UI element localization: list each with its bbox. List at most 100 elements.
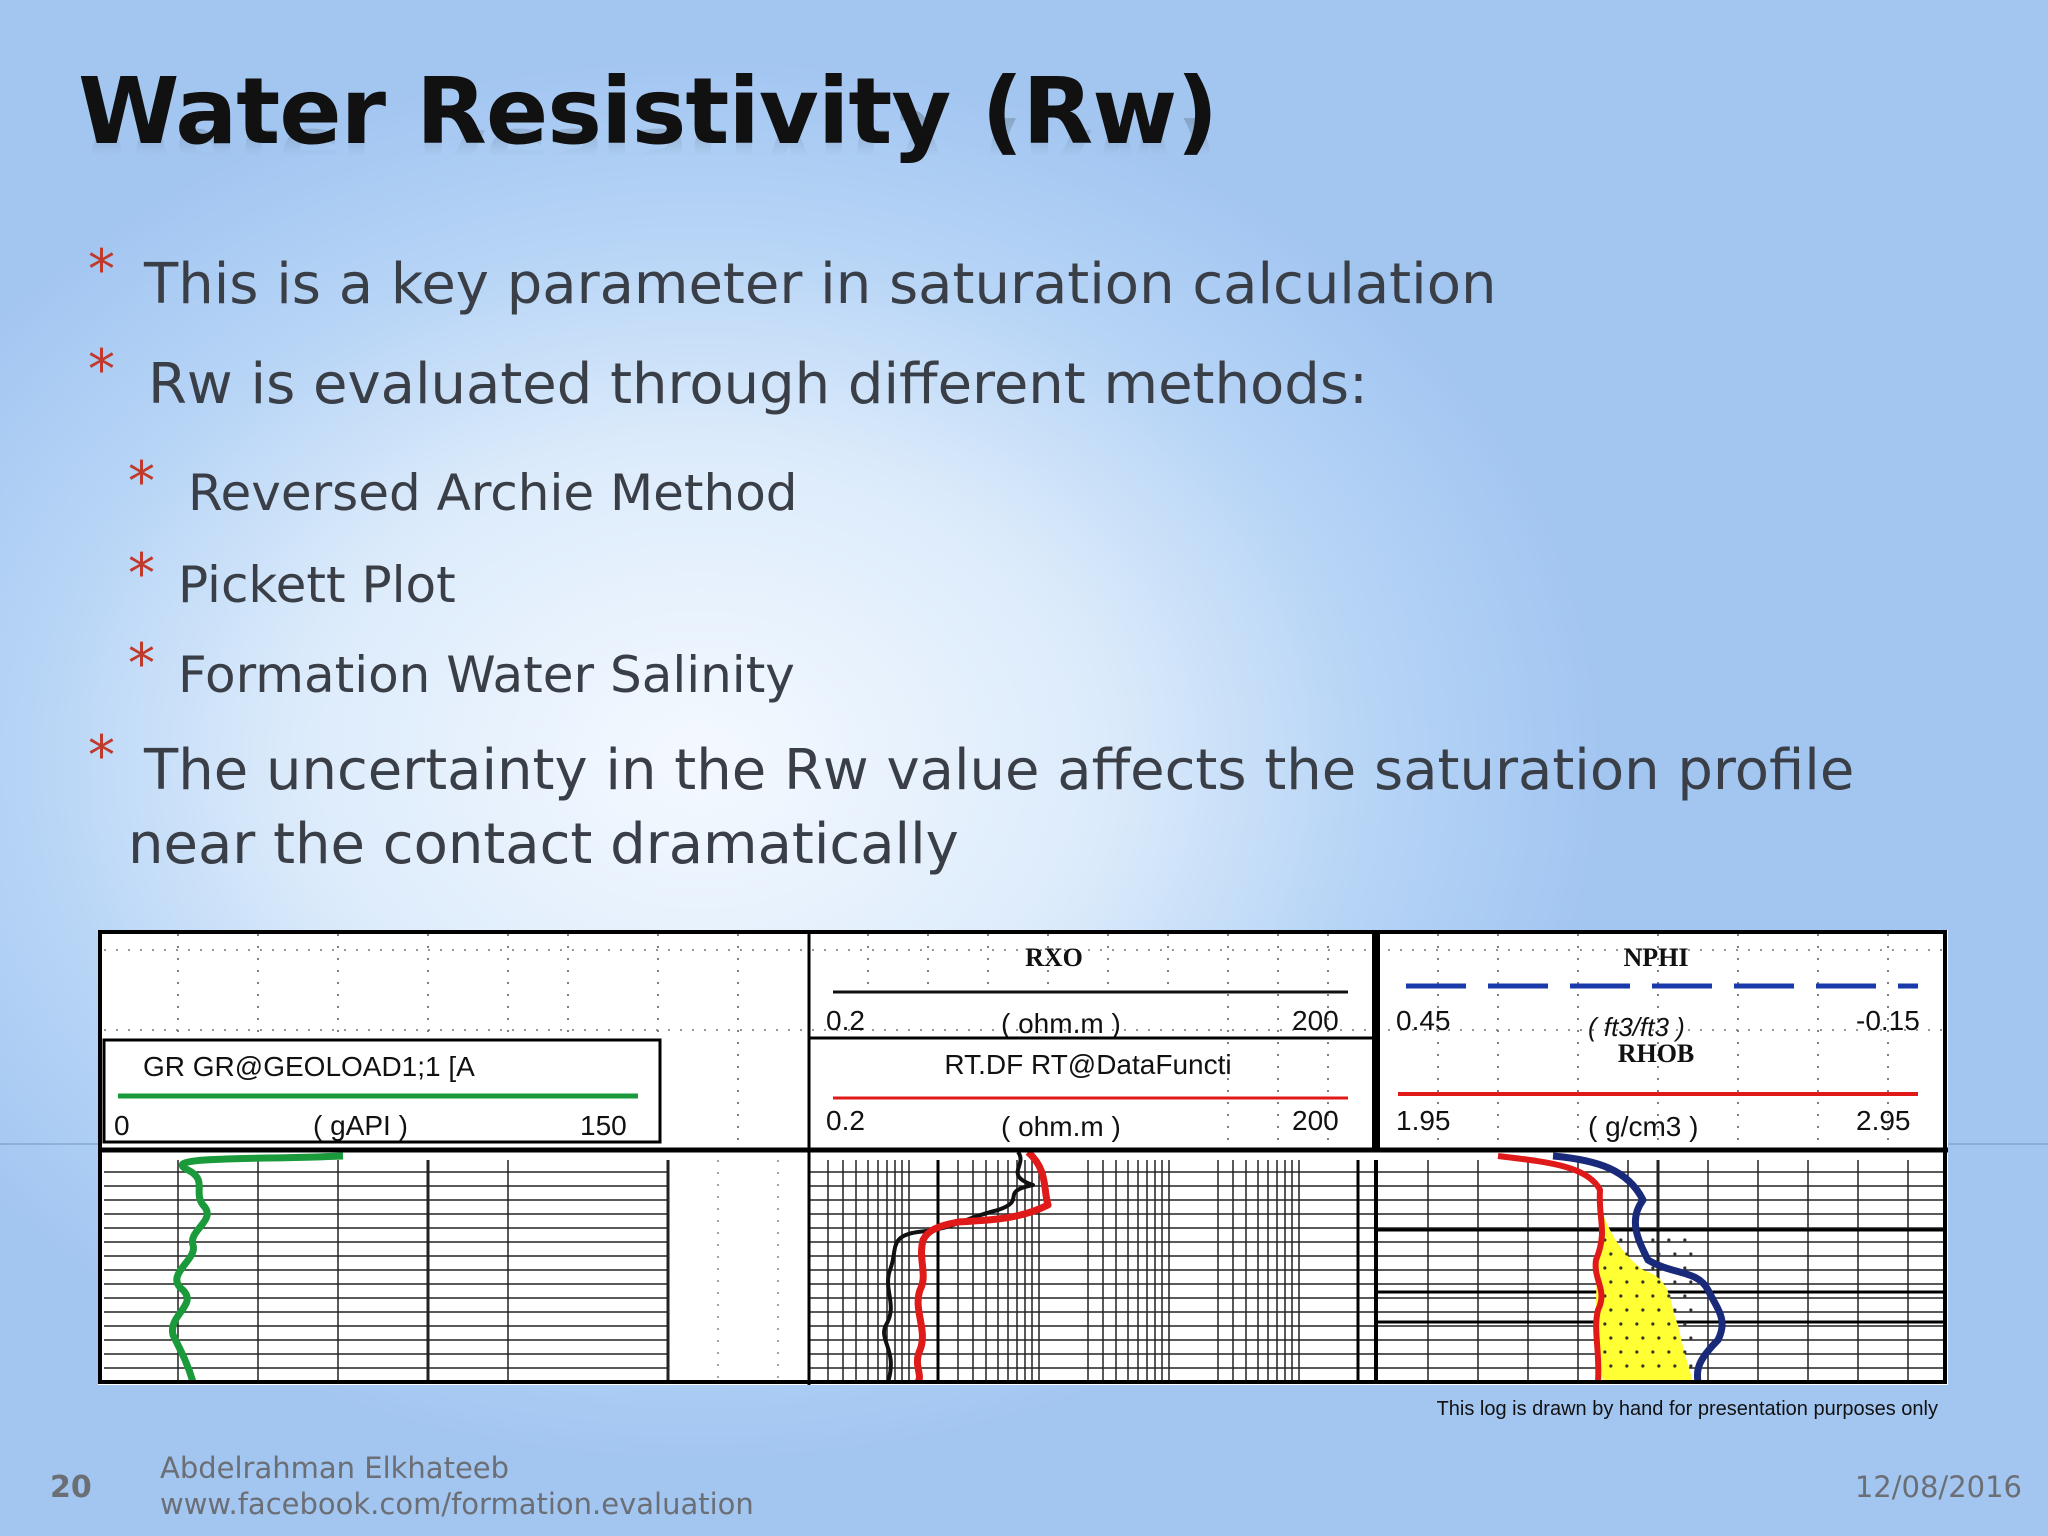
- bullet-6-text: The uncertainty in the Rw value affects …: [144, 738, 1855, 803]
- bullet-2-text: Rw is evaluated through different method…: [148, 352, 1368, 417]
- bullet-2: * Rw is evaluated through different meth…: [88, 338, 1368, 417]
- fill-stipple-dot: [1657, 1252, 1661, 1256]
- rt-curve: [913, 1149, 1052, 1385]
- well-log-figure: GR GR@GEOLOAD1;1 [A 0 ( gAPI ) 150 RXO 0…: [98, 930, 1948, 1385]
- fill-stipple-dot: [1683, 1238, 1687, 1242]
- fill-stipple-dot: [1667, 1350, 1671, 1354]
- rt-name: RT.DF RT@DataFuncti: [944, 1049, 1231, 1080]
- fill-stipple-dot: [1641, 1280, 1645, 1284]
- fill-stipple-dot: [1609, 1336, 1613, 1340]
- nphi-min: 0.45: [1396, 1005, 1451, 1036]
- fill-stipple-dot: [1651, 1322, 1655, 1326]
- rhob-curve: [1497, 1153, 1605, 1383]
- fill-stipple-dot: [1689, 1308, 1693, 1312]
- log-footnote: This log is drawn by hand for presentati…: [1436, 1398, 1938, 1420]
- fill-stipple-dot: [1651, 1350, 1655, 1354]
- log-grid: [104, 934, 1943, 1382]
- rhob-unit: ( g/cm3 ): [1588, 1111, 1698, 1142]
- fill-stipple-dot: [1689, 1336, 1693, 1340]
- gr-header-box: [102, 1038, 662, 1144]
- fill-stipple-dot: [1667, 1294, 1671, 1298]
- fill-stipple-dot: [1619, 1350, 1623, 1354]
- fill-stipple-dot: [1673, 1336, 1677, 1340]
- bullet-6-continuation: near the contact dramatically: [128, 812, 959, 877]
- fill-stipple-dot: [1609, 1252, 1613, 1256]
- gr-unit: ( gAPI ): [313, 1110, 408, 1141]
- fill-stipple-dot: [1625, 1364, 1629, 1368]
- nphi-name: NPHI: [1624, 943, 1689, 972]
- fill-stipple-dot: [1619, 1266, 1623, 1270]
- slide-date: 12/08/2016: [1854, 1470, 2022, 1504]
- fill-stipple-dot: [1683, 1266, 1687, 1270]
- log-fill-area: [1596, 1200, 1693, 1382]
- rxo-max: 200: [1292, 1005, 1339, 1036]
- bullet-3-text: Reversed Archie Method: [188, 464, 798, 522]
- asterisk-icon: *: [128, 632, 155, 695]
- fill-stipple-dot: [1619, 1322, 1623, 1326]
- bullet-3: * Reversed Archie Method: [128, 450, 798, 522]
- fill-stipple-dot: [1635, 1350, 1639, 1354]
- fill-stipple-dot: [1689, 1280, 1693, 1284]
- fill-stipple-dot: [1689, 1252, 1693, 1256]
- fill-stipple-dot: [1667, 1322, 1671, 1326]
- slide-title: Water Resistivity (Rw): [78, 58, 1218, 165]
- fill-stipple-dot: [1609, 1280, 1613, 1284]
- rhob-name: RHOB: [1618, 1039, 1695, 1068]
- fill-stipple-dot: [1603, 1350, 1607, 1354]
- author-name: Abdelrahman Elkhateeb: [160, 1451, 510, 1485]
- bullet-1-text: This is a key parameter in saturation ca…: [144, 252, 1497, 317]
- fill-stipple-dot: [1657, 1336, 1661, 1340]
- fill-stipple-dot: [1667, 1238, 1671, 1242]
- fill-stipple-dot: [1673, 1308, 1677, 1312]
- rxo-unit: ( ohm.m ): [1001, 1008, 1121, 1039]
- bullet-5-text: Formation Water Salinity: [178, 646, 795, 704]
- nphi-curve: [1552, 1152, 1726, 1383]
- fill-stipple-dot: [1641, 1336, 1645, 1340]
- rxo-name: RXO: [1025, 943, 1083, 972]
- fill-stipple-dot: [1635, 1294, 1639, 1298]
- gr-curve-name: GR GR@GEOLOAD1;1 [A: [143, 1051, 475, 1082]
- fill-stipple-dot: [1683, 1350, 1687, 1354]
- rhob-max: 2.95: [1856, 1105, 1911, 1136]
- fill-stipple-dot: [1635, 1266, 1639, 1270]
- asterisk-icon: *: [88, 238, 115, 301]
- bullet-4-text: Pickett Plot: [178, 556, 456, 614]
- asterisk-icon: *: [128, 450, 155, 513]
- fill-stipple-dot: [1625, 1308, 1629, 1312]
- rxo-curve: [882, 1150, 1035, 1383]
- rxo-min: 0.2: [826, 1005, 865, 1036]
- gr-min: 0: [114, 1110, 130, 1141]
- nphi-unit: ( ft3/ft3 ): [1588, 1012, 1685, 1042]
- rt-max: 200: [1292, 1105, 1339, 1136]
- author-block: Abdelrahman Elkhateeb www.facebook.com/f…: [160, 1450, 754, 1522]
- fill-stipple-dot: [1625, 1252, 1629, 1256]
- fill-stipple-dot: [1683, 1322, 1687, 1326]
- asterisk-icon: *: [88, 724, 115, 787]
- fill-stipple-dot: [1603, 1266, 1607, 1270]
- fill-stipple-dot: [1657, 1308, 1661, 1312]
- fill-stipple-dot: [1683, 1294, 1687, 1298]
- bullet-6: * The uncertainty in the Rw value affect…: [88, 724, 1855, 803]
- fill-stipple-dot: [1657, 1364, 1661, 1368]
- bullet-1: * This is a key parameter in saturation …: [88, 238, 1497, 317]
- well-log-svg: GR GR@GEOLOAD1;1 [A 0 ( gAPI ) 150 RXO 0…: [98, 930, 1948, 1385]
- page-number: 20: [50, 1470, 92, 1505]
- fill-stipple-dot: [1651, 1294, 1655, 1298]
- rt-unit: ( ohm.m ): [1001, 1111, 1121, 1142]
- fill-stipple-dot: [1657, 1280, 1661, 1284]
- gr-curve: [169, 1152, 344, 1383]
- fill-stipple-dot: [1635, 1322, 1639, 1326]
- nphi-max: -0.15: [1856, 1005, 1920, 1036]
- bullet-5: * Formation Water Salinity: [128, 632, 795, 704]
- rt-min: 0.2: [826, 1105, 865, 1136]
- fill-stipple-dot: [1619, 1294, 1623, 1298]
- fill-stipple-dot: [1619, 1238, 1623, 1242]
- fill-stipple-dot: [1609, 1308, 1613, 1312]
- fill-stipple-dot: [1625, 1280, 1629, 1284]
- asterisk-icon: *: [128, 542, 155, 605]
- fill-stipple-dot: [1673, 1252, 1677, 1256]
- rhob-min: 1.95: [1396, 1105, 1451, 1136]
- log-curves: [169, 1149, 1726, 1385]
- fill-stipple-dot: [1673, 1280, 1677, 1284]
